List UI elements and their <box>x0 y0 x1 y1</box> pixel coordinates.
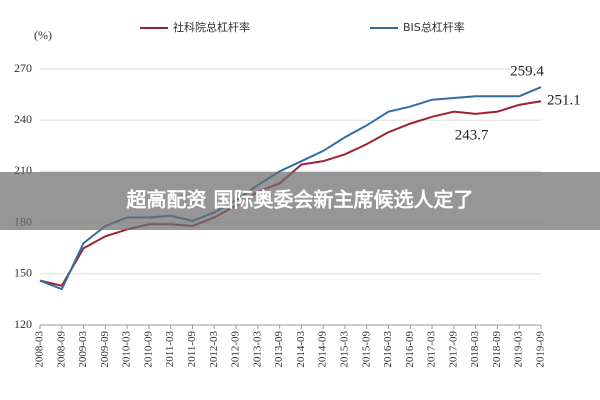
x-tick-label: 2015-03 <box>338 331 350 368</box>
x-tick-label: 2014-09 <box>317 331 329 368</box>
y-tick-label: 150 <box>14 266 32 280</box>
overlay-banner <box>0 172 600 230</box>
data-label: 251.1 <box>547 93 581 109</box>
x-tick-label: 2008-09 <box>55 331 67 368</box>
x-tick-label: 2014-03 <box>295 331 307 368</box>
legend-label: 社科院总杠杆率 <box>173 20 250 34</box>
overlay-text: 超高配资 国际奥委会新主席候选人定了 <box>126 188 474 212</box>
x-tick-label: 2015-09 <box>360 331 372 368</box>
x-tick-label: 2010-03 <box>121 331 133 368</box>
x-tick-label: 2017-09 <box>447 331 459 368</box>
x-tick-label: 2016-03 <box>382 331 394 368</box>
y-unit-label: (%) <box>34 28 52 42</box>
legend-label: BIS总杠杆率 <box>403 20 465 34</box>
x-tick-label: 2011-03 <box>164 331 176 368</box>
x-tick-label: 2019-03 <box>513 331 525 368</box>
x-tick-label: 2019-09 <box>535 331 547 368</box>
x-tick-label: 2009-09 <box>99 331 111 368</box>
x-tick-label: 2010-09 <box>142 331 154 368</box>
data-label: 259.4 <box>510 64 544 80</box>
x-tick-label: 2009-03 <box>77 331 89 368</box>
y-tick-label: 240 <box>14 112 32 126</box>
y-tick-label: 120 <box>14 317 32 331</box>
x-tick-label: 2016-09 <box>404 331 416 368</box>
x-tick-label: 2018-09 <box>491 331 503 368</box>
x-tick-label: 2013-03 <box>251 331 263 368</box>
x-tick-label: 2008-03 <box>34 331 46 368</box>
x-tick-label: 2013-09 <box>273 331 285 368</box>
x-tick-label: 2018-03 <box>469 331 481 368</box>
x-tick-label: 2012-09 <box>230 331 242 368</box>
plot: 1201501802102402702008-032008-092009-032… <box>14 20 581 368</box>
x-tick-label: 2012-03 <box>208 331 220 368</box>
x-tick-label: 2011-09 <box>186 331 198 368</box>
x-tick-label: 2017-03 <box>426 331 438 368</box>
y-tick-label: 270 <box>14 61 32 75</box>
data-label: 243.7 <box>455 127 489 143</box>
